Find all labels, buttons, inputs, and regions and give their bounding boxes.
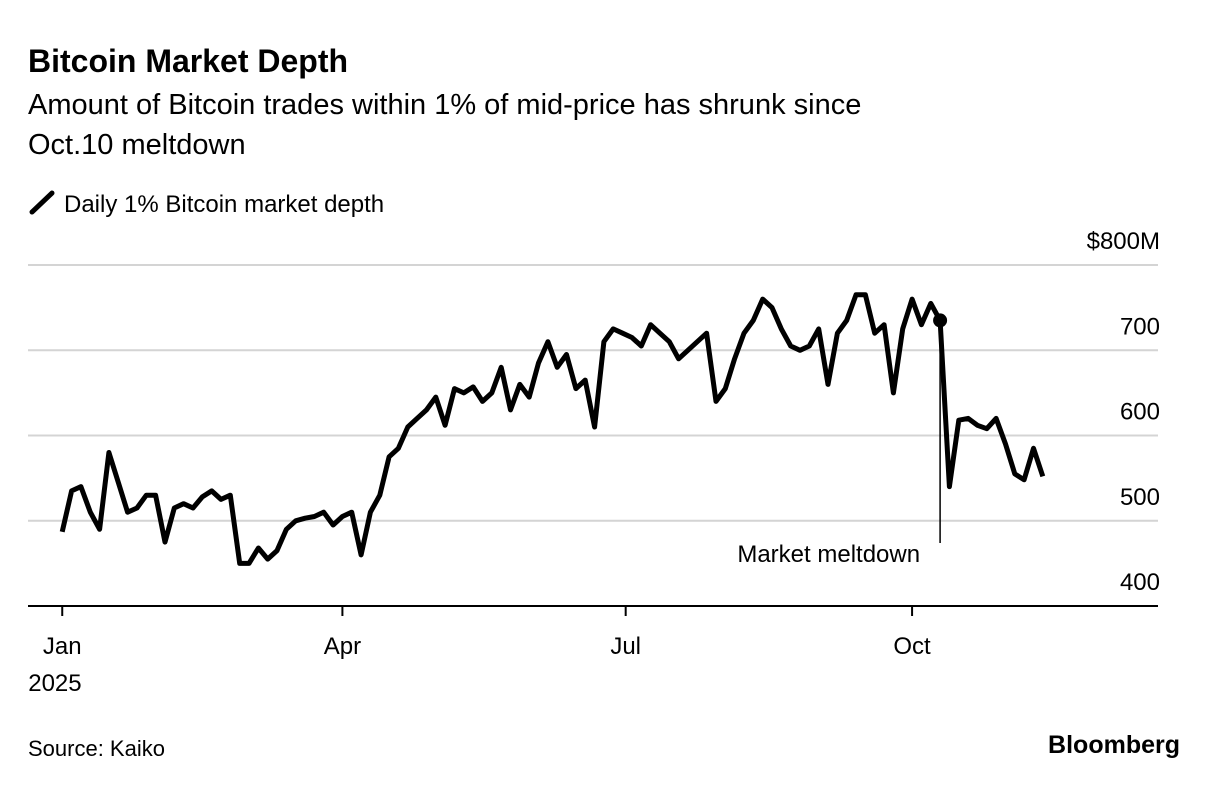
y-tick-label: 700 <box>1120 313 1160 340</box>
y-tick-label: $800M <box>1087 228 1160 255</box>
y-tick-label: 600 <box>1120 399 1160 426</box>
annotation-label: Market meltdown <box>737 541 920 568</box>
legend-label: Daily 1% Bitcoin market depth <box>64 191 384 218</box>
x-year-label: 2025 <box>28 670 81 697</box>
chart-subtitle: Oct.10 meltdown <box>28 129 246 161</box>
chart-subtitle: Amount of Bitcoin trades within 1% of mi… <box>28 89 861 121</box>
chart-title: Bitcoin Market Depth <box>28 43 348 79</box>
x-tick-label: Jan <box>43 633 82 660</box>
legend-swatch <box>29 190 55 215</box>
x-tick-label: Apr <box>324 633 361 660</box>
annotation-marker <box>933 313 948 328</box>
x-tick-label: Jul <box>610 633 641 660</box>
data-line <box>59 292 1046 566</box>
source: Source: Kaiko <box>28 736 165 761</box>
y-tick-label: 400 <box>1120 569 1160 596</box>
brand-logo: Bloomberg <box>1048 731 1180 759</box>
x-tick-label: Oct <box>893 633 931 660</box>
y-tick-label: 500 <box>1120 484 1160 511</box>
